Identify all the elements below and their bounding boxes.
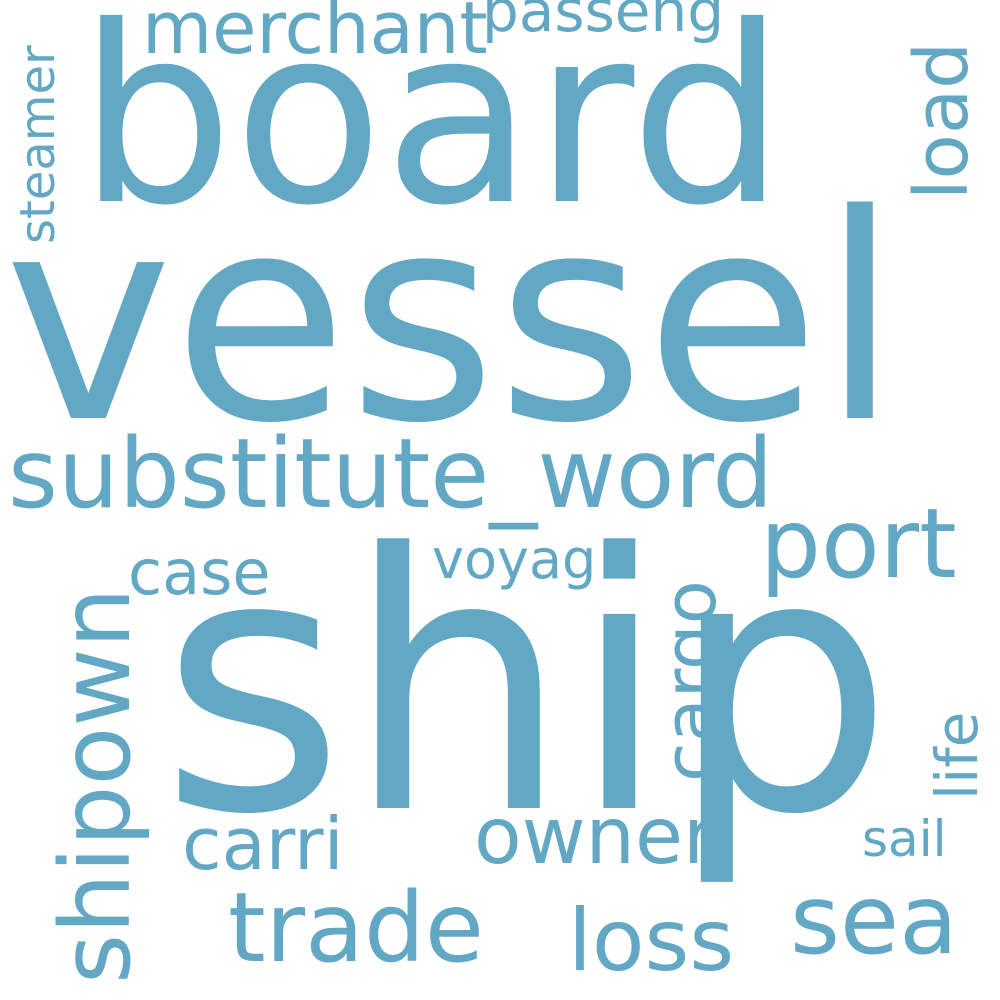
word-ship: ship xyxy=(160,478,894,892)
word-carri: carri xyxy=(182,802,344,886)
word-owner: owner xyxy=(474,792,716,882)
word-board: board xyxy=(78,0,786,259)
word-cargo: cargo xyxy=(648,580,732,782)
word-merchant: merchant xyxy=(142,0,488,70)
word-life: life xyxy=(923,711,991,800)
word-load: load xyxy=(899,41,985,200)
word-sail: sail xyxy=(862,810,947,868)
word-steamer: steamer xyxy=(10,45,66,244)
word-substitute-word: substitute_word xyxy=(8,418,774,530)
word-port: port xyxy=(760,488,957,600)
word-trade: trade xyxy=(228,872,484,984)
word-passeng: passeng xyxy=(482,0,725,45)
word-sea: sea xyxy=(790,864,958,976)
word-loss: loss xyxy=(568,891,735,991)
word-vessel: vessel xyxy=(4,154,900,486)
word-case: case xyxy=(128,536,271,609)
word-voyag: voyag xyxy=(432,528,597,591)
word-shipown: shipown xyxy=(40,587,152,984)
